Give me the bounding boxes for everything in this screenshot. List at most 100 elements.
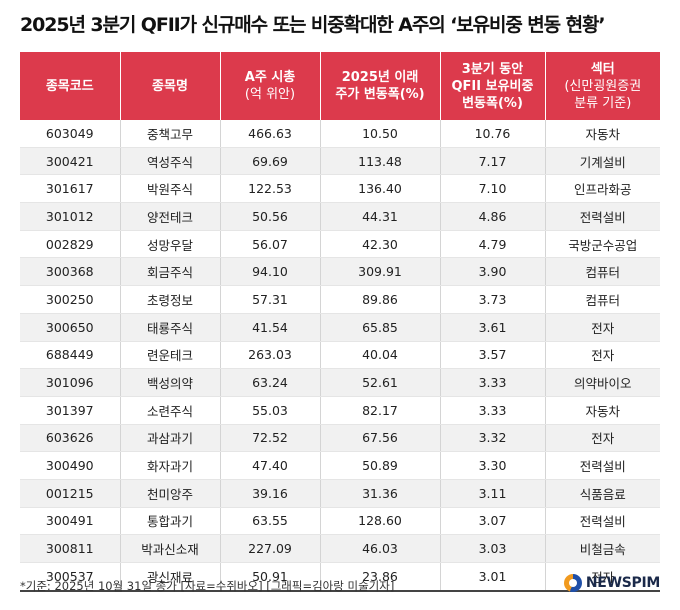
- table-body: 603049 중책고무 466.63 10.50 10.76 자동차 300421 역성주식 6…: [20, 120, 660, 592]
- cell-price-change: 128.60: [319, 507, 441, 536]
- cell-stock-name: 성망우달: [119, 230, 221, 259]
- cell-market-cap: 56.07: [219, 230, 321, 259]
- cell-qfii-change: 10.76: [439, 120, 546, 148]
- cell-stock-code: 301096: [20, 368, 121, 397]
- cell-stock-code: 300250: [20, 285, 121, 314]
- cell-stock-code: 603049: [20, 120, 121, 148]
- cell-stock-name: 과삼과기: [119, 424, 221, 453]
- header-line: 분류 기준): [574, 95, 632, 111]
- cell-market-cap: 263.03: [219, 341, 321, 370]
- cell-qfii-change: 3.01: [439, 562, 546, 592]
- cell-price-change: 23.86: [319, 562, 441, 592]
- cell-price-change: 52.61: [319, 368, 441, 397]
- header-line: 종목코드: [45, 78, 94, 94]
- cell-stock-name: 천미앙주: [119, 479, 221, 508]
- cell-stock-code: 001215: [20, 479, 121, 508]
- header-code: 종목코드: [20, 52, 121, 120]
- table-row: 300250 초령정보 57.31 89.86 3.73 컴퓨터: [20, 285, 660, 314]
- header-line: (억 위안): [244, 87, 296, 102]
- source-footnote: *기준: 2025년 10월 31일 종가 [자료=수쥐바오] [그래픽=김아랑…: [20, 579, 395, 593]
- table-row: 300421 역성주식 69.69 113.48 7.17 기계설비: [20, 147, 660, 176]
- header-line: 섹터: [590, 61, 615, 77]
- qfii-holdings-table: 종목코드 종목명 A주 시총 (억 위안) 2025년 이래 주가 변동폭(%) 3분기 동…: [20, 52, 660, 592]
- cell-stock-code: 002829: [20, 230, 121, 259]
- cell-price-change: 10.50: [319, 120, 441, 148]
- cell-stock-name: 련운테크: [119, 341, 221, 370]
- table-header-row: 종목코드 종목명 A주 시총 (억 위안) 2025년 이래 주가 변동폭(%) 3분기 동…: [20, 52, 660, 120]
- cell-stock-code: 300650: [20, 313, 121, 342]
- cell-stock-name: 역성주식: [119, 147, 221, 176]
- cell-sector: 전자: [544, 562, 660, 592]
- cell-market-cap: 466.63: [219, 120, 321, 148]
- table-row: 002829 성망우달 56.07 42.30 4.79 국방군수공업: [20, 230, 660, 259]
- cell-sector: 의약바이오: [544, 368, 660, 397]
- cell-qfii-change: 3.07: [439, 507, 546, 536]
- table-row: 603626 과삼과기 72.52 67.56 3.32 전자: [20, 424, 660, 453]
- cell-stock-code: 300491: [20, 507, 121, 536]
- cell-market-cap: 57.31: [219, 285, 321, 314]
- cell-sector: 전력설비: [544, 507, 660, 536]
- cell-stock-name: 박원주식: [119, 174, 221, 204]
- cell-stock-code: 301617: [20, 174, 121, 204]
- table-row: 301617 박원주식 122.53 136.40 7.10 인프라화공: [20, 174, 660, 204]
- cell-stock-code: 301397: [20, 396, 121, 425]
- cell-price-change: 44.31: [319, 202, 441, 231]
- cell-qfii-change: 4.86: [439, 202, 546, 231]
- cell-qfii-change: 3.33: [439, 396, 546, 425]
- cell-sector: 자동차: [544, 396, 660, 425]
- table-row: 300537 광신재료 50.91 23.86 3.01 전자: [20, 562, 660, 592]
- cell-price-change: 67.56: [319, 424, 441, 453]
- header-line: 변동폭(%): [462, 95, 523, 111]
- cell-sector: 인프라화공: [544, 174, 660, 204]
- cell-market-cap: 39.16: [219, 479, 321, 508]
- cell-sector: 국방군수공업: [544, 230, 660, 259]
- cell-price-change: 50.89: [319, 451, 441, 480]
- header-name: 종목명: [119, 52, 221, 120]
- cell-market-cap: 122.53: [219, 174, 321, 204]
- cell-sector: 전력설비: [544, 451, 660, 480]
- cell-stock-code: 300537: [20, 562, 121, 592]
- cell-sector: 컴퓨터: [544, 257, 660, 287]
- cell-price-change: 89.86: [319, 285, 441, 314]
- page-title: 2025년 3분기 QFII가 신규매수 또는 비중확대한 A주의 ‘보유비중 …: [20, 14, 606, 36]
- table-row: 001215 천미앙주 39.16 31.36 3.11 식품음료: [20, 479, 660, 508]
- cell-market-cap: 41.54: [219, 313, 321, 342]
- cell-sector: 비철금속: [544, 534, 660, 563]
- header-line: 3분기 동안: [461, 61, 524, 77]
- cell-stock-code: 300490: [20, 451, 121, 480]
- cell-market-cap: 50.56: [219, 202, 321, 231]
- header-line: A주 시총: [244, 70, 296, 85]
- table-row: 300491 통합과기 63.55 128.60 3.07 전력설비: [20, 507, 660, 536]
- cell-market-cap: 94.10: [219, 257, 321, 287]
- cell-price-change: 42.30: [319, 230, 441, 259]
- cell-market-cap: 55.03: [219, 396, 321, 425]
- newspim-logo: NEWSPIM: [563, 574, 660, 592]
- cell-sector: 전자: [544, 341, 660, 370]
- cell-market-cap: 47.40: [219, 451, 321, 480]
- cell-stock-name: 초령정보: [119, 285, 221, 314]
- data-table-container: 종목코드 종목명 A주 시총 (억 위안) 2025년 이래 주가 변동폭(%) 3분기 동…: [20, 52, 660, 592]
- table-row: 300368 회금주식 94.10 309.91 3.90 컴퓨터: [20, 257, 660, 287]
- cell-stock-code: 301012: [20, 202, 121, 231]
- cell-stock-name: 백성의약: [119, 368, 221, 397]
- table-row: 300490 화자과기 47.40 50.89 3.30 전력설비: [20, 451, 660, 480]
- table-row: 688449 련운테크 263.03 40.04 3.57 전자: [20, 341, 660, 370]
- cell-price-change: 82.17: [319, 396, 441, 425]
- cell-stock-name: 중책고무: [119, 120, 221, 148]
- cell-sector: 전자: [544, 424, 660, 453]
- cell-stock-name: 소련주식: [119, 396, 221, 425]
- cell-stock-code: 300421: [20, 147, 121, 176]
- cell-qfii-change: 7.17: [439, 147, 546, 176]
- cell-qfii-change: 3.73: [439, 285, 546, 314]
- cell-qfii-change: 7.10: [439, 174, 546, 204]
- table-row: 603049 중책고무 466.63 10.50 10.76 자동차: [20, 120, 660, 148]
- cell-price-change: 136.40: [319, 174, 441, 204]
- cell-market-cap: 227.09: [219, 534, 321, 563]
- cell-stock-code: 300811: [20, 534, 121, 563]
- cell-qfii-change: 3.90: [439, 257, 546, 287]
- cell-qfii-change: 3.61: [439, 313, 546, 342]
- cell-market-cap: 63.55: [219, 507, 321, 536]
- cell-qfii-change: 3.30: [439, 451, 546, 480]
- cell-sector: 컴퓨터: [544, 285, 660, 314]
- cell-qfii-change: 3.57: [439, 341, 546, 370]
